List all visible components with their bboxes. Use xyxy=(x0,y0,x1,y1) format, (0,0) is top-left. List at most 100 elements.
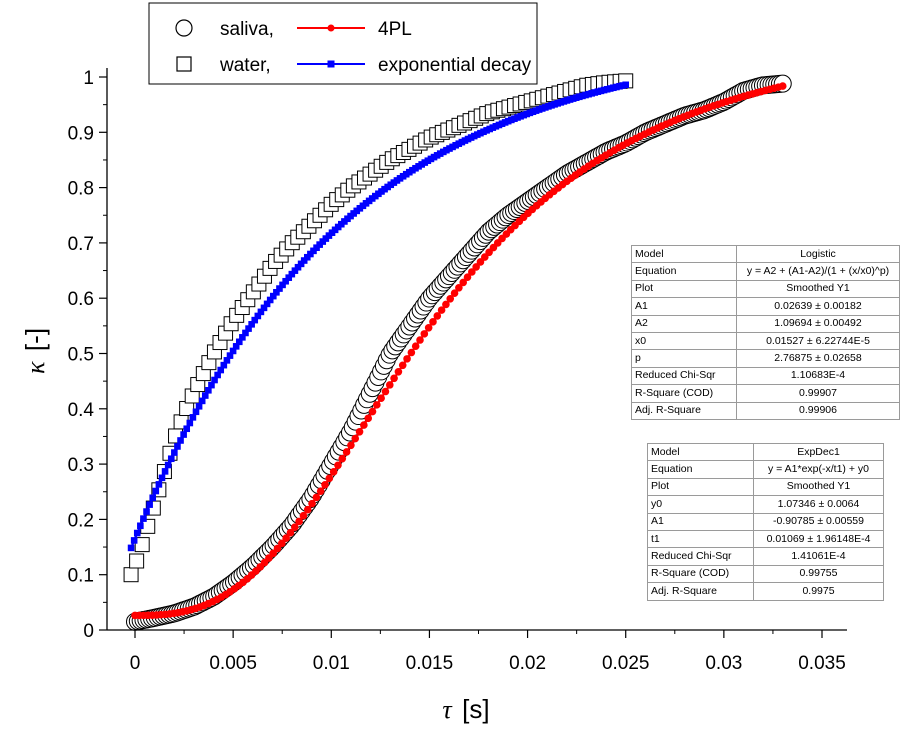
expdecay-fit-marker xyxy=(164,461,172,469)
expdecay-fit-marker xyxy=(248,321,255,328)
legend-expdecay-label: exponential decay xyxy=(378,55,532,76)
logistic-stat-key: Equation xyxy=(631,262,737,281)
expdec-stat-row: Model ExpDec1 xyxy=(647,442,884,462)
expdec-stat-key: Model xyxy=(647,442,754,462)
expdec-stat-row: A1 -0.90785 ± 0.00559 xyxy=(647,512,884,531)
expdec-stat-row: Adj. R-Square 0.9975 xyxy=(647,582,884,601)
expdecay-fit-marker xyxy=(235,338,243,346)
4pl-fit-marker xyxy=(360,421,368,429)
x-tick-label: 0.015 xyxy=(406,653,454,674)
4pl-fit-marker xyxy=(278,539,286,548)
logistic-stat-row: Model Logistic xyxy=(631,244,900,264)
logistic-stat-value: 0.99906 xyxy=(736,401,900,420)
4pl-fit-marker xyxy=(429,318,437,326)
expdecay-fit-marker xyxy=(254,312,262,320)
4pl-fit-marker xyxy=(303,505,312,514)
y-axis-unit: [-] xyxy=(20,328,50,351)
x-axis-unit: [s] xyxy=(462,694,489,724)
4pl-fit-marker xyxy=(468,268,476,276)
4pl-fit-marker xyxy=(403,355,411,363)
4pl-fit-marker xyxy=(321,480,329,489)
4pl-fit-marker xyxy=(338,454,347,463)
logistic-stat-value: Smoothed Y1 xyxy=(736,279,900,299)
4pl-fit-marker xyxy=(377,394,385,402)
x-tick-label: 0.01 xyxy=(313,653,350,674)
expdec-stat-key: Plot xyxy=(647,477,754,497)
4pl-fit-marker xyxy=(368,407,377,416)
legend-saliva-label: saliva, xyxy=(220,19,274,40)
legend-water-marker xyxy=(176,56,192,72)
y-tick-label: 0.2 xyxy=(68,510,94,531)
4pl-fit-marker xyxy=(463,273,472,281)
expdecay-fit-marker xyxy=(155,481,163,488)
expdec-stat-key: Equation xyxy=(647,460,754,479)
expdec-stat-key: Adj. R-Square xyxy=(647,582,754,601)
expdecay-fit-marker xyxy=(294,263,302,271)
4pl-fit-marker xyxy=(290,523,299,531)
expdecay-fit-marker xyxy=(291,267,299,274)
logistic-stat-key: Adj. R-Square xyxy=(631,401,737,420)
logistic-stat-value: 0.02639 ± 0.00182 xyxy=(736,297,900,316)
expdecay-fit-marker xyxy=(285,274,293,281)
expdecay-fit-marker xyxy=(260,304,268,312)
expdecay-fit-marker xyxy=(282,277,289,285)
logistic-stat-value: 0.01527 ± 6.22744E-5 xyxy=(736,331,900,351)
4pl-fit-marker xyxy=(390,374,398,383)
expdecay-fit-marker xyxy=(180,431,187,438)
logistic-stat-row: R-Square (COD) 0.99907 xyxy=(631,384,900,403)
logistic-stat-value: y = A2 + (A1-A2)/(1 + (x/x0)^p) xyxy=(736,262,900,281)
y-tick-label: 0 xyxy=(83,621,94,642)
expdecay-fit-marker xyxy=(167,455,175,463)
expdecay-fit-marker xyxy=(217,366,225,374)
water-point xyxy=(134,537,150,553)
4pl-fit-marker xyxy=(269,549,277,558)
4pl-fit-marker xyxy=(385,381,394,389)
expdecay-fit-marker xyxy=(273,289,280,296)
expdec-stat-value: 1.41061E-4 xyxy=(753,547,884,566)
x-axis-title: τ [s] xyxy=(442,694,489,724)
logistic-stat-key: Reduced Chi-Sqr xyxy=(631,366,737,386)
legend-box xyxy=(148,2,538,85)
logistic-stat-value: 1.10683E-4 xyxy=(736,366,900,386)
expdecay-fit-marker xyxy=(245,325,252,332)
logistic-stat-key: Model xyxy=(631,244,737,264)
expdec-stat-key: R-Square (COD) xyxy=(647,564,754,584)
logistic-stat-row: p 2.76875 ± 0.02658 xyxy=(631,349,900,368)
x-axis-symbol: τ xyxy=(442,695,453,724)
logistic-stat-value: 0.99907 xyxy=(736,384,900,403)
expdecay-fit-marker xyxy=(269,292,277,300)
logistic-stat-key: Plot xyxy=(631,279,737,299)
expdecay-fit-marker xyxy=(205,386,212,394)
expdecay-fit-marker xyxy=(171,449,178,456)
expdec-stat-key: Reduced Chi-Sqr xyxy=(647,547,754,566)
4pl-fit-marker xyxy=(476,258,485,266)
4pl-fit-marker xyxy=(334,461,342,470)
4pl-fit-marker xyxy=(329,468,338,476)
water-point xyxy=(123,567,139,583)
y-axis-title: κ [-] xyxy=(20,328,50,374)
expdec-stat-key: y0 xyxy=(647,495,754,514)
4pl-fit-marker xyxy=(394,367,403,376)
expdecay-fit-marker xyxy=(276,285,283,292)
logistic-stat-key: A1 xyxy=(631,297,737,316)
expdecay-fit-marker xyxy=(140,515,147,522)
x-tick-label: 0.035 xyxy=(798,653,846,674)
expdecay-fit-marker xyxy=(211,376,218,384)
y-tick-label: 0.5 xyxy=(68,345,94,366)
expdecay-fit-marker xyxy=(152,487,160,495)
legend: saliva, 4PL water, exponential decay xyxy=(148,2,538,85)
logistic-stat-row: x0 0.01527 ± 6.22744E-5 xyxy=(631,331,900,351)
expdecay-fit-line xyxy=(130,83,626,549)
expdecay-fit-marker xyxy=(177,437,184,444)
expdecay-fit-marker xyxy=(257,308,265,316)
4pl-fit-marker xyxy=(433,312,442,320)
4pl-fit-marker xyxy=(308,499,316,508)
4pl-fit-marker xyxy=(455,283,463,292)
y-tick-label: 1 xyxy=(83,68,94,89)
expdec-stat-key: t1 xyxy=(647,529,754,549)
logistic-stat-key: p xyxy=(631,349,737,368)
logistic-stat-row: Plot Smoothed Y1 xyxy=(631,279,900,299)
expdecay-fit-marker xyxy=(266,296,274,304)
4pl-fit-marker xyxy=(446,294,455,303)
expdecay-fit-marker xyxy=(263,300,271,308)
